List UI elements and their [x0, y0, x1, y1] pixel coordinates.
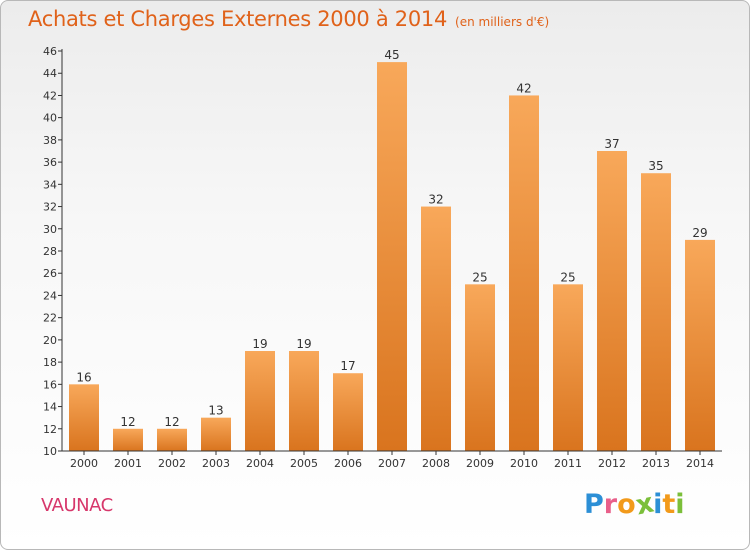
- bar-value-label: 16: [76, 370, 91, 384]
- bar: [685, 239, 715, 451]
- bar-value-label: 32: [428, 193, 443, 207]
- bar: [69, 384, 99, 451]
- x-tick-label: 2003: [202, 457, 230, 470]
- x-tick-label: 2001: [114, 457, 142, 470]
- x-tick-label: 2002: [158, 457, 186, 470]
- bar-value-label: 35: [648, 159, 663, 173]
- x-tick-label: 2010: [510, 457, 538, 470]
- bar: [289, 351, 319, 451]
- commune-name: VAUNAC: [41, 495, 113, 516]
- bar-value-label: 37: [604, 137, 619, 151]
- x-tick-label: 2008: [422, 457, 450, 470]
- y-tick-label: 16: [43, 378, 57, 391]
- bar-value-label: 25: [472, 270, 487, 284]
- bar: [553, 284, 583, 451]
- bar-value-label: 45: [384, 48, 399, 62]
- y-tick-label: 44: [43, 67, 57, 80]
- y-tick-label: 26: [43, 267, 57, 280]
- logo-letter: o: [617, 489, 636, 520]
- logo-letter: i: [675, 489, 685, 520]
- x-tick-label: 2014: [686, 457, 714, 470]
- x-axis: 2000 2001 2002 2003 2004 2005 2006 2007 2008 2009…: [62, 450, 722, 470]
- x-tick-label: 2000: [70, 457, 98, 470]
- y-tick-label: 38: [43, 134, 57, 147]
- x-tick-label: 2009: [466, 457, 494, 470]
- y-tick-label: 30: [43, 223, 57, 236]
- y-tick-label: 42: [43, 89, 57, 102]
- bar-value-label: 29: [692, 226, 707, 240]
- y-tick-label: 46: [43, 45, 57, 58]
- x-tick-label: 2005: [290, 457, 318, 470]
- bar-value-label: 13: [208, 404, 223, 418]
- bar-value-label: 25: [560, 270, 575, 284]
- bar-value-label: 19: [252, 337, 267, 351]
- y-tick-label: 28: [43, 245, 57, 258]
- x-tick-label: 2011: [554, 457, 582, 470]
- logo-letter: i: [653, 489, 663, 520]
- chart-subtitle: (en milliers d'€): [455, 15, 550, 29]
- y-tick-label: 14: [43, 401, 57, 414]
- y-axis: 10 12 14 16 18 20 22 24 26 28 30 32 34 36 38 40 42 44 46: [43, 45, 63, 458]
- chart-title: Achats et Charges Externes 2000 à 2014: [28, 7, 448, 31]
- y-tick-label: 24: [43, 289, 57, 302]
- bars-group: 16 12 12 13 19 19 17 45 32 25 42 25 37 35 29: [69, 48, 715, 451]
- x-tick-label: 2004: [246, 457, 274, 470]
- bar: [421, 206, 451, 451]
- bar: [333, 373, 363, 451]
- proxiti-logo: Proxiti: [584, 488, 685, 522]
- bar-value-label: 12: [120, 415, 135, 429]
- x-tick-label: 2007: [378, 457, 406, 470]
- bar: [201, 417, 231, 451]
- y-tick-label: 20: [43, 334, 57, 347]
- logo-letter: r: [603, 489, 618, 520]
- bar-value-label: 12: [164, 415, 179, 429]
- bar: [245, 351, 275, 451]
- y-tick-label: 18: [43, 356, 57, 369]
- y-tick-label: 22: [43, 312, 57, 325]
- bar: [377, 62, 407, 451]
- y-tick-label: 10: [43, 445, 57, 458]
- y-tick-label: 34: [43, 178, 57, 191]
- bar: [641, 173, 671, 451]
- title-row: Achats et Charges Externes 2000 à 2014 (e…: [28, 7, 549, 31]
- logo-letter: t: [662, 489, 676, 520]
- bar: [157, 428, 187, 451]
- y-tick-label: 12: [43, 423, 57, 436]
- bar-value-label: 19: [296, 337, 311, 351]
- y-tick-label: 32: [43, 201, 57, 214]
- bar: [509, 95, 539, 451]
- bar-value-label: 42: [516, 81, 531, 95]
- logo-letter: P: [584, 489, 604, 520]
- y-tick-label: 40: [43, 112, 57, 125]
- x-tick-label: 2012: [598, 457, 626, 470]
- bar: [113, 428, 143, 451]
- bar: [465, 284, 495, 451]
- bar-value-label: 17: [340, 359, 355, 373]
- x-tick-label: 2013: [642, 457, 670, 470]
- bar: [597, 151, 627, 451]
- y-tick-label: 36: [43, 156, 57, 169]
- x-tick-label: 2006: [334, 457, 362, 470]
